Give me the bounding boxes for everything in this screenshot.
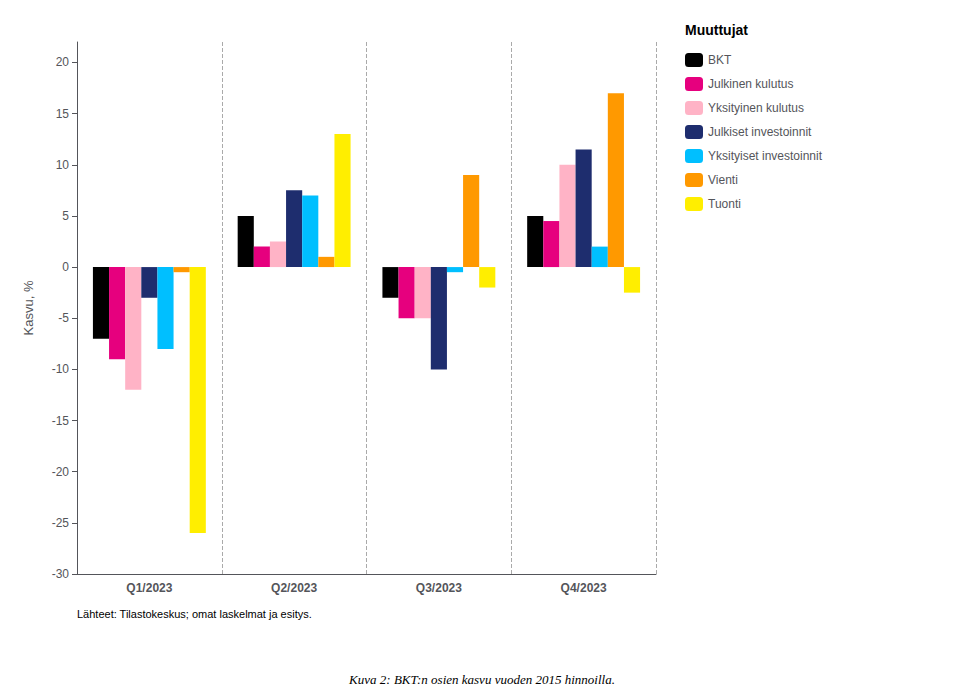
svg-text:Yksityinen kulutus: Yksityinen kulutus xyxy=(708,101,804,115)
svg-text:Q1/2023: Q1/2023 xyxy=(126,581,172,595)
svg-text:Yksityiset investoinnit: Yksityiset investoinnit xyxy=(708,149,823,163)
svg-text:Muuttujat: Muuttujat xyxy=(685,22,748,38)
svg-text:10: 10 xyxy=(56,158,70,172)
svg-text:-15: -15 xyxy=(52,414,70,428)
svg-text:-5: -5 xyxy=(58,311,69,325)
svg-text:-25: -25 xyxy=(52,516,70,530)
svg-text:Tuonti: Tuonti xyxy=(708,197,741,211)
svg-text:Kuva 2: BKT:n osien kasvu vuod: Kuva 2: BKT:n osien kasvu vuoden 2015 hi… xyxy=(348,672,615,687)
svg-text:Lähteet: Tilastokeskus; omat l: Lähteet: Tilastokeskus; omat laskelmat j… xyxy=(77,608,312,620)
svg-text:Vienti: Vienti xyxy=(708,173,738,187)
svg-text:Julkinen kulutus: Julkinen kulutus xyxy=(708,77,793,91)
svg-text:5: 5 xyxy=(62,209,69,223)
svg-text:BKT: BKT xyxy=(708,53,732,67)
svg-text:Q2/2023: Q2/2023 xyxy=(271,581,317,595)
svg-text:20: 20 xyxy=(56,55,70,69)
svg-text:Kasvu, %: Kasvu, % xyxy=(21,280,36,335)
svg-text:Julkiset investoinnit: Julkiset investoinnit xyxy=(708,125,812,139)
svg-text:Q3/2023: Q3/2023 xyxy=(416,581,462,595)
svg-text:Q4/2023: Q4/2023 xyxy=(561,581,607,595)
svg-text:-10: -10 xyxy=(52,362,70,376)
svg-text:15: 15 xyxy=(56,107,70,121)
svg-text:-20: -20 xyxy=(52,465,70,479)
svg-text:0: 0 xyxy=(62,260,69,274)
svg-text:-30: -30 xyxy=(52,567,70,581)
